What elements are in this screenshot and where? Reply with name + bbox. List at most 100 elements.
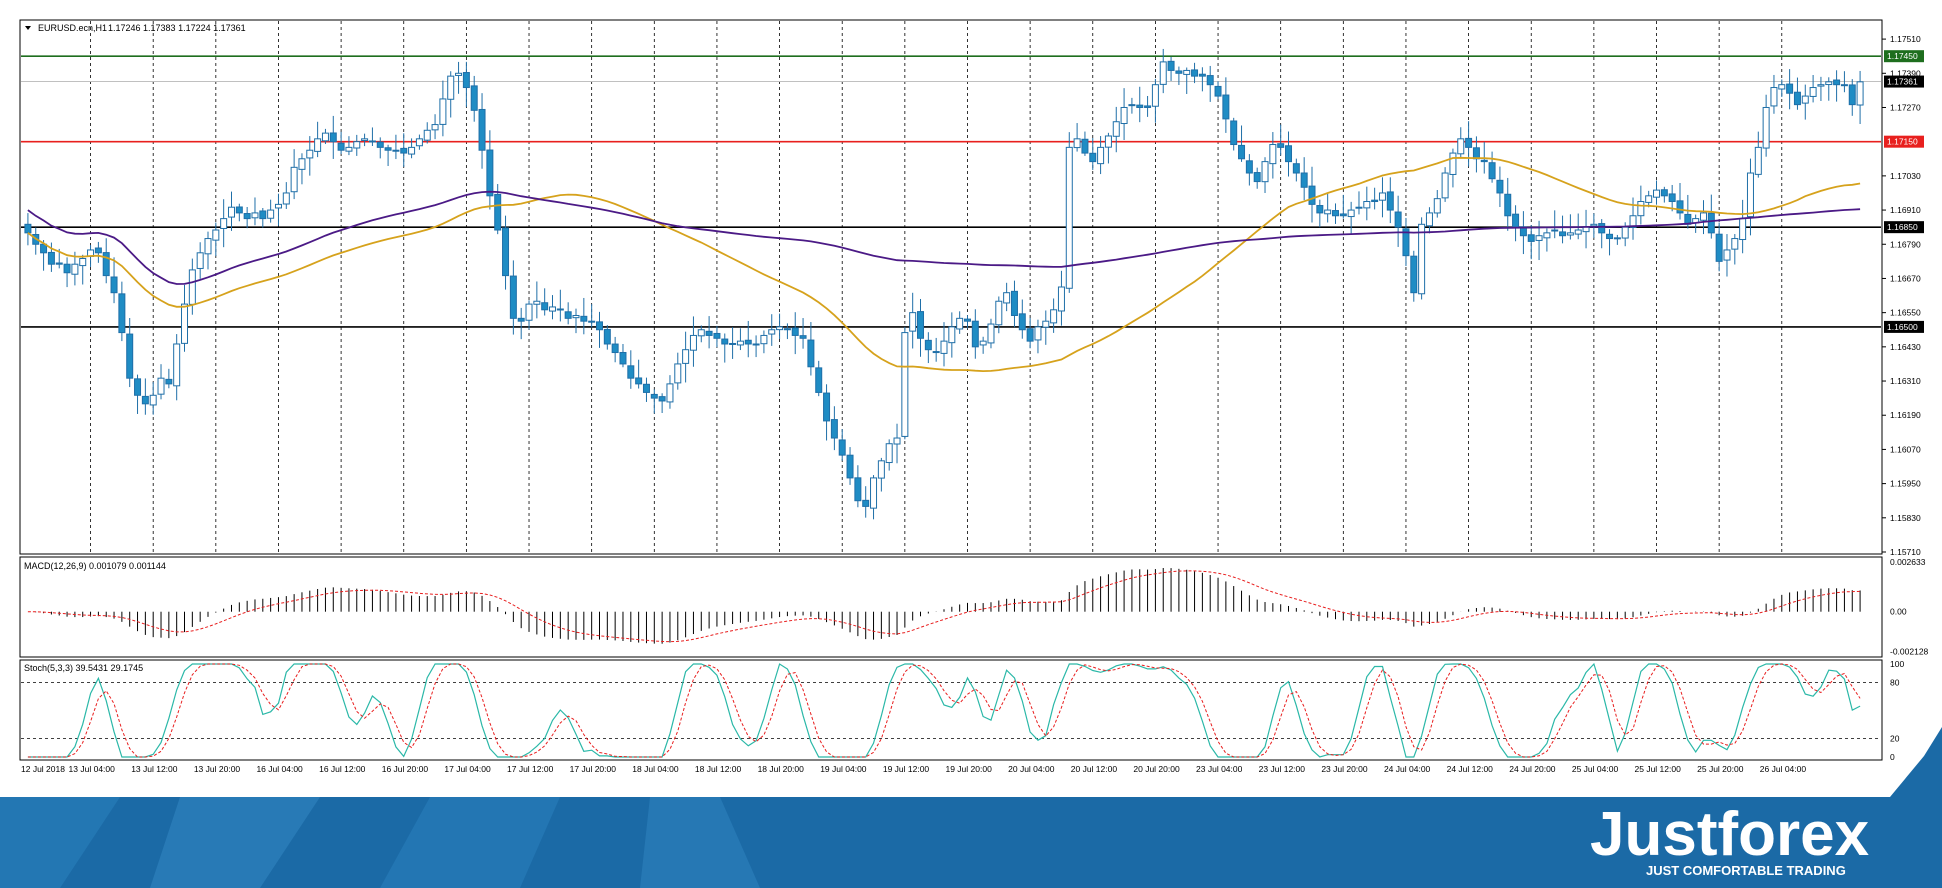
- candle-down: [470, 85, 478, 111]
- candle-up: [415, 138, 423, 147]
- candle-up: [682, 349, 690, 364]
- x-tick-label: 16 Jul 12:00: [319, 764, 366, 774]
- candle-down: [1316, 205, 1324, 214]
- candle-up: [431, 124, 439, 131]
- x-tick-label: 19 Jul 12:00: [883, 764, 930, 774]
- candle-down: [1238, 144, 1246, 160]
- candle-up: [877, 460, 885, 479]
- candle-down: [580, 315, 588, 322]
- stoch-tick-label: 20: [1890, 733, 1900, 743]
- price-tag-label: 1.17361: [1887, 77, 1918, 87]
- y-tick-label: 1.15950: [1890, 479, 1921, 489]
- candle-up: [1057, 286, 1065, 312]
- candle-down: [1167, 60, 1175, 71]
- candle-up: [1621, 226, 1629, 239]
- candle-up: [290, 166, 298, 193]
- candle-up: [1324, 209, 1332, 215]
- candle-up: [251, 212, 259, 219]
- candle-down: [1410, 255, 1418, 294]
- candle-down: [807, 339, 815, 368]
- candle-down: [611, 343, 619, 354]
- candle-down: [823, 392, 831, 422]
- candle-up: [212, 229, 220, 241]
- x-tick-label: 25 Jul 12:00: [1635, 764, 1682, 774]
- stoch-label: Stoch(5,3,3) 39.5431 29.1745: [24, 663, 143, 673]
- x-tick-label: 18 Jul 12:00: [695, 764, 742, 774]
- brand-logo: Justforex: [1590, 800, 1870, 869]
- y-tick-label: 1.16550: [1890, 308, 1921, 318]
- price-tag-label: 1.16850: [1887, 222, 1918, 232]
- candle-down: [502, 227, 510, 277]
- candle-up: [1543, 232, 1551, 239]
- y-tick-label: 1.17270: [1890, 102, 1921, 112]
- candle-up: [1003, 292, 1011, 304]
- candle-up: [956, 317, 964, 330]
- candle-up: [267, 209, 275, 219]
- time-axis: 12 Jul 2018 13 Jul 04:00 13 Jul 12:00 13 Ju…: [21, 764, 1806, 774]
- candle-down: [1504, 193, 1512, 217]
- x-tick-label: 13 Jul 12:00: [131, 764, 178, 774]
- candle-down: [63, 263, 71, 274]
- x-tick-label: 24 Jul 04:00: [1384, 764, 1431, 774]
- chevron-down-icon[interactable]: [25, 26, 31, 30]
- stoch-tick-label: 0: [1890, 752, 1895, 762]
- candle-up: [1739, 218, 1747, 241]
- candle-down: [1089, 152, 1097, 163]
- candle-up: [1151, 84, 1159, 107]
- candle-up: [893, 437, 901, 445]
- candle-down: [1472, 147, 1480, 160]
- candle-down: [1214, 85, 1222, 97]
- candle-down: [1480, 159, 1488, 163]
- candle-up: [345, 146, 353, 152]
- candle-down: [1660, 189, 1668, 197]
- candle-down: [259, 210, 267, 220]
- candle-down: [744, 339, 752, 345]
- candle-down: [783, 328, 791, 331]
- candle-down: [1206, 75, 1214, 86]
- candle-down: [1613, 237, 1621, 240]
- candle-down: [126, 333, 134, 379]
- candle-down: [619, 351, 627, 365]
- candle-down: [1371, 199, 1379, 203]
- x-tick-label: 23 Jul 20:00: [1321, 764, 1368, 774]
- candle-up: [1566, 232, 1574, 236]
- price-tag-bg: [1884, 75, 1924, 88]
- candle-up: [1073, 138, 1081, 149]
- candle-up: [948, 326, 956, 344]
- candle-up: [1699, 212, 1707, 221]
- brand-banner: Justforex JUST COMFORTABLE TRADING: [0, 727, 1942, 888]
- ma-fast-line: [27, 156, 1861, 373]
- candle-down: [815, 367, 823, 393]
- candle-down: [486, 149, 494, 197]
- candle-up: [1449, 152, 1457, 175]
- candle-up: [227, 206, 235, 218]
- candle-up: [1653, 189, 1661, 198]
- candle-up: [1825, 81, 1833, 86]
- candle-down: [1245, 160, 1253, 174]
- candle-up: [1128, 104, 1136, 107]
- stoch-main-line: [27, 662, 1861, 758]
- candle-up: [157, 377, 165, 395]
- candle-down: [862, 499, 870, 507]
- price-tag-label: 1.17450: [1887, 51, 1918, 61]
- stoch-tick-label: 80: [1890, 678, 1900, 688]
- x-tick-label: 13 Jul 20:00: [194, 764, 241, 774]
- candle-up: [1112, 121, 1120, 137]
- y-tick-label: 1.17030: [1890, 171, 1921, 181]
- x-tick-label: 20 Jul 12:00: [1071, 764, 1118, 774]
- macd-tick-label: -0.002128: [1890, 647, 1929, 657]
- candle-down: [1496, 179, 1504, 194]
- candle-up: [1762, 106, 1770, 149]
- candle-up: [1754, 146, 1762, 175]
- candle-up: [1457, 138, 1465, 155]
- x-tick-label: 24 Jul 20:00: [1509, 764, 1556, 774]
- candle-up: [768, 329, 776, 335]
- y-tick-label: 1.15830: [1890, 513, 1921, 523]
- candle-down: [963, 318, 971, 322]
- x-tick-label: 17 Jul 12:00: [507, 764, 554, 774]
- stoch-panel: [19, 659, 1883, 761]
- candle-up: [572, 314, 580, 319]
- candle-up: [979, 340, 987, 346]
- candle-up: [1034, 326, 1042, 341]
